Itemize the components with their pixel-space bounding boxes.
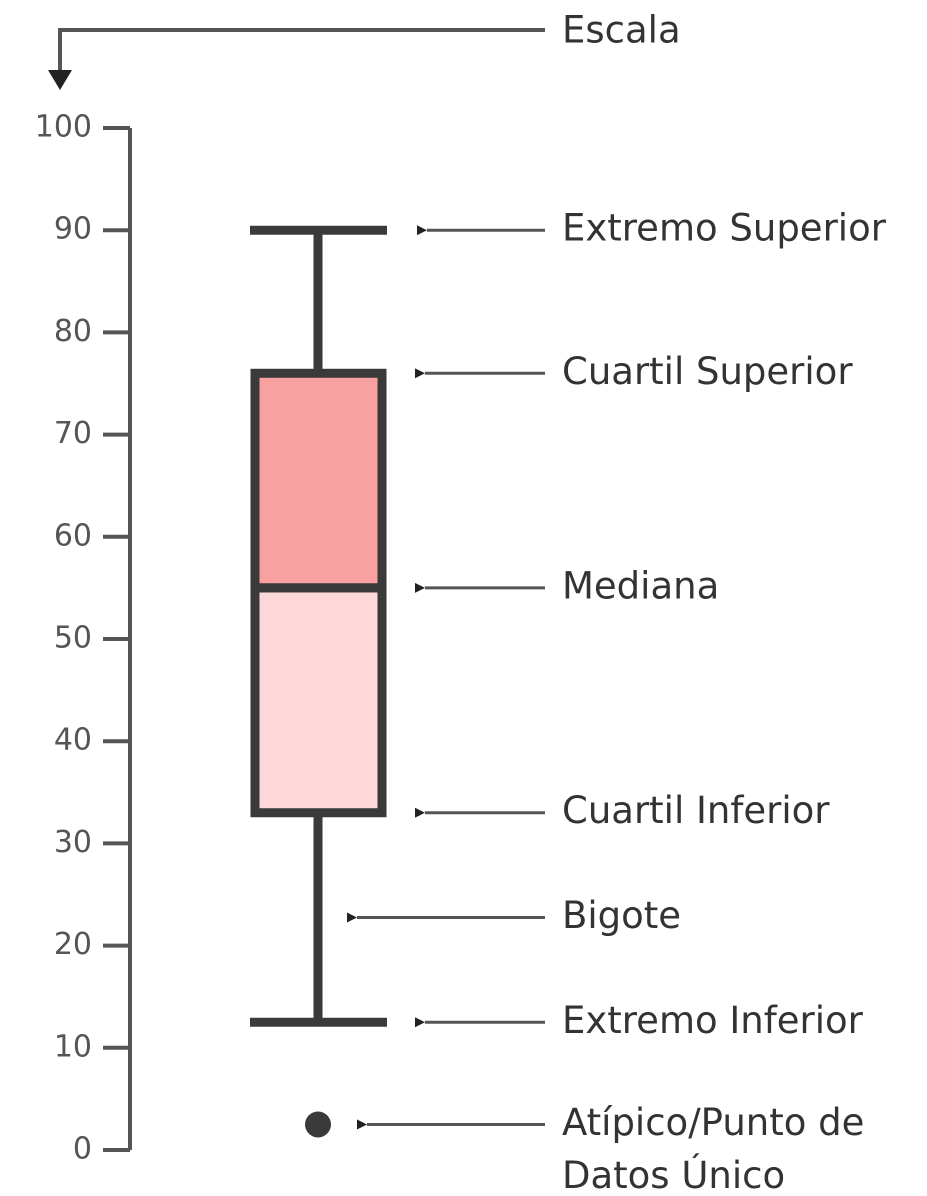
y-tick-label: 50 [54,621,92,656]
annotation: Atípico/Punto de [562,1101,864,1144]
y-tick-label: 90 [54,212,92,247]
annotation: Bigote [562,894,681,937]
annotation: Extremo Inferior [562,999,864,1042]
y-tick-label: 40 [54,723,92,758]
y-tick-label: 60 [54,518,92,553]
y-tick-label: 10 [54,1029,92,1064]
annotation: Datos Único [562,1153,785,1196]
box-upper [250,368,387,593]
outlier [305,1111,331,1138]
y-tick-label: 80 [54,314,92,349]
box-lower [250,583,387,818]
y-tick-label: 30 [54,825,92,860]
scale-label: Escala [562,9,681,52]
y-tick-label: 100 [35,110,92,145]
scale-pointer [58,28,545,72]
annotation: Cuartil Inferior [562,789,830,832]
y-tick-label: 20 [54,927,92,962]
annotation: Extremo Superior [562,207,887,250]
y-tick-label: 70 [54,416,92,451]
y-tick-label: 0 [73,1132,92,1167]
scale-arrowhead [48,70,72,90]
annotation: Cuartil Superior [562,350,853,393]
annotation: Mediana [562,564,719,607]
